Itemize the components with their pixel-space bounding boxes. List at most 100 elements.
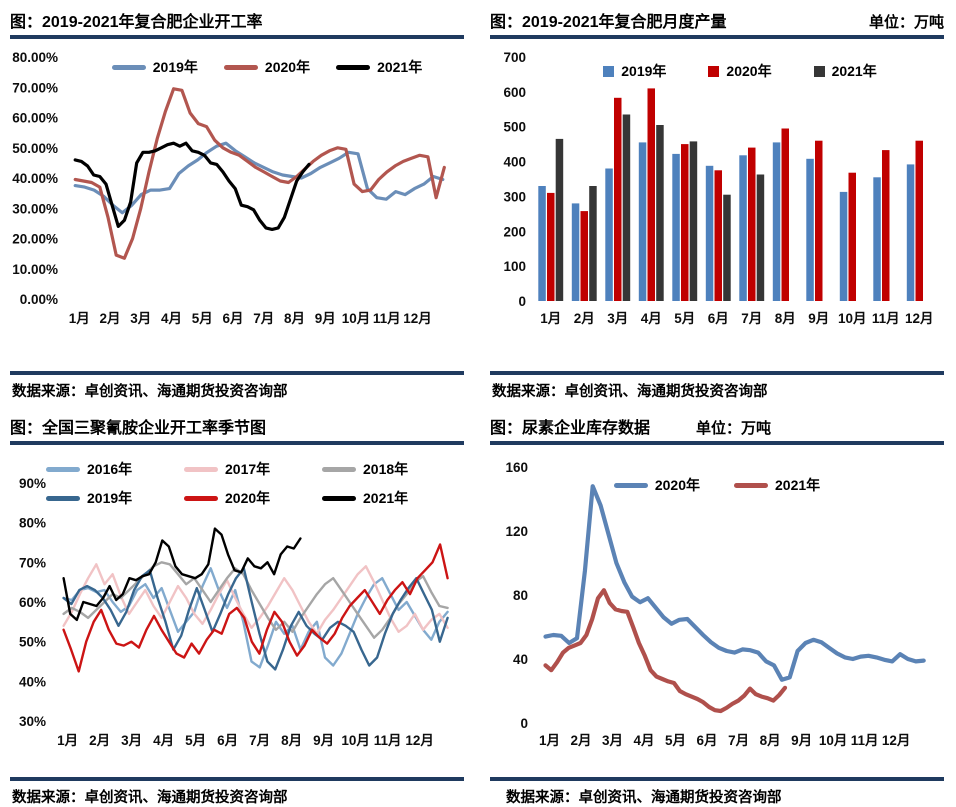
legend-item-2020年: 2020年 (223, 57, 310, 77)
legend-label: 2021年 (831, 63, 877, 79)
title-divider (490, 35, 944, 39)
bar-2019年-7月 (739, 155, 747, 301)
chart-area: 2020年 2021年 160 120 80 40 0 1月 2月 3月 4月 5月 6月 7月 8月 9月… (490, 447, 944, 774)
bar-chart-compound-fertilizer-monthly-output: 700 600 500 400 300 200 100 0 1月 2月 3月 4月 5月 6月 7月 8月 9月… (503, 50, 934, 326)
series-line-2020年 (543, 484, 926, 682)
line-chart-urea-inventory: 160 120 80 40 0 1月 2月 3月 4月 5月 6月 7月 8月 9月 10月 11月 12月 (505, 460, 926, 748)
legend-label: 2021年 (775, 477, 821, 493)
legend-label: 2020年 (654, 477, 700, 493)
axis-label: 1月 (539, 733, 560, 748)
axis-label: 7月 (253, 311, 274, 326)
legend-label: 2020年 (225, 490, 271, 506)
bar-2020年-7月 (748, 147, 756, 301)
legend-swatch (184, 466, 218, 472)
axis-label: 10月 (819, 733, 848, 748)
legend-item-2021年: 2021年 (336, 57, 422, 77)
axis-label: 12月 (403, 311, 432, 326)
axis-label: 9月 (315, 311, 336, 326)
bar-2021年-6月 (723, 194, 731, 301)
bar-2020年-4月 (647, 88, 655, 302)
title-divider (490, 441, 944, 445)
axis-label: 50.00% (12, 141, 58, 156)
axis-label: 12月 (905, 311, 934, 326)
axis-label: 40.00% (12, 171, 58, 186)
axis-label: 60% (19, 595, 46, 610)
axis-label: 5月 (192, 311, 213, 326)
legend: 2020年 2021年 (490, 475, 944, 495)
axis-label: 1月 (69, 311, 90, 326)
legend-swatch (708, 65, 720, 77)
bar-2019年-3月 (605, 168, 613, 301)
axis-label: 10.00% (12, 262, 58, 277)
chart-area: 2019年 2020年 2021年 700 600 500 400 300 200 100 0 1月… (490, 41, 944, 356)
axis-label: 40% (19, 674, 46, 689)
legend-item-2016年: 2016年 (46, 459, 184, 479)
series-line-2019年 (62, 567, 449, 671)
legend-swatch (322, 466, 356, 472)
axis-label: 11月 (374, 733, 402, 748)
legend-swatch (322, 495, 356, 501)
axis-label: 600 (503, 85, 526, 100)
axis-label: 120 (505, 524, 528, 539)
axis-label: 7月 (741, 311, 762, 326)
legend-swatch (613, 482, 648, 488)
axis-label: 4月 (161, 311, 182, 326)
panel-melamine-operating-rate: 图：全国三聚氰胺企业开工率季节图 2016年 2017年 2018年 2019年 202… (10, 414, 464, 807)
source-divider (10, 371, 464, 375)
axis-label: 50% (19, 635, 46, 650)
panel-compound-fertilizer-operating-rate: 图：2019-2021年复合肥企业开工率 2019年 2020年 2021年 80.… (10, 8, 464, 414)
data-source: 数据来源：卓创资讯、海通期货投资咨询部 (12, 790, 288, 806)
axis-label: 11月 (851, 733, 879, 748)
axis-label: 7月 (728, 733, 749, 748)
axis-label: 9月 (808, 311, 829, 326)
axis-label: 0 (520, 716, 528, 731)
axis-label: 400 (503, 155, 526, 170)
axis-label: 0 (518, 294, 526, 309)
axis-label: 4月 (153, 733, 174, 748)
bar-2020年-10月 (848, 172, 856, 301)
axis-label: 100 (503, 259, 526, 274)
series-line-2021年 (73, 141, 311, 231)
data-source: 数据来源：卓创资讯、海通期货投资咨询部 (12, 384, 288, 400)
axis-label: 3月 (602, 733, 623, 748)
bar-2019年-2月 (571, 203, 580, 301)
legend-swatch (111, 64, 146, 70)
legend-label: 2019年 (621, 63, 667, 79)
legend-label: 2016年 (87, 461, 133, 477)
axis-label: 40 (513, 652, 528, 667)
legend-item-2019年: 2019年 (603, 61, 666, 81)
axis-label: 70% (19, 555, 46, 570)
axis-label: 10月 (341, 733, 370, 748)
bar-2021年-1月 (555, 138, 564, 301)
bar-2019年-10月 (839, 191, 848, 301)
axis-label: 200 (503, 224, 526, 239)
bar-2019年-1月 (538, 186, 546, 301)
axis-label: 4月 (641, 311, 662, 326)
axis-label: 12月 (882, 733, 911, 748)
bar-2021年-5月 (689, 141, 698, 301)
axis-label: 3月 (130, 311, 151, 326)
chart-title: 图：2019-2021年复合肥企业开工率 (10, 14, 263, 31)
axis-label: 300 (503, 189, 526, 204)
bar-2020年-6月 (714, 170, 722, 301)
bar-2019年-4月 (638, 142, 647, 301)
axis-label: 8月 (284, 311, 305, 326)
axis-label: 11月 (373, 311, 401, 326)
legend-swatch (223, 64, 258, 70)
bar-2019年-9月 (806, 158, 814, 301)
bar-2019年-5月 (672, 153, 680, 301)
bar-2020年-8月 (781, 128, 789, 301)
bar-2020年-3月 (614, 97, 622, 301)
legend-swatch (46, 495, 80, 501)
series-line-2021年 (543, 588, 788, 714)
axis-label: 7月 (249, 733, 270, 748)
series-line-2020年 (62, 543, 449, 673)
axis-label: 10月 (342, 311, 371, 326)
legend-label: 2017年 (225, 461, 271, 477)
axis-label: 3月 (607, 311, 628, 326)
legend-swatch (46, 466, 80, 472)
series-line-2021年 (62, 527, 302, 622)
bar-2019年-6月 (705, 165, 714, 301)
axis-label: 9月 (313, 733, 334, 748)
axis-label: 5月 (674, 311, 695, 326)
